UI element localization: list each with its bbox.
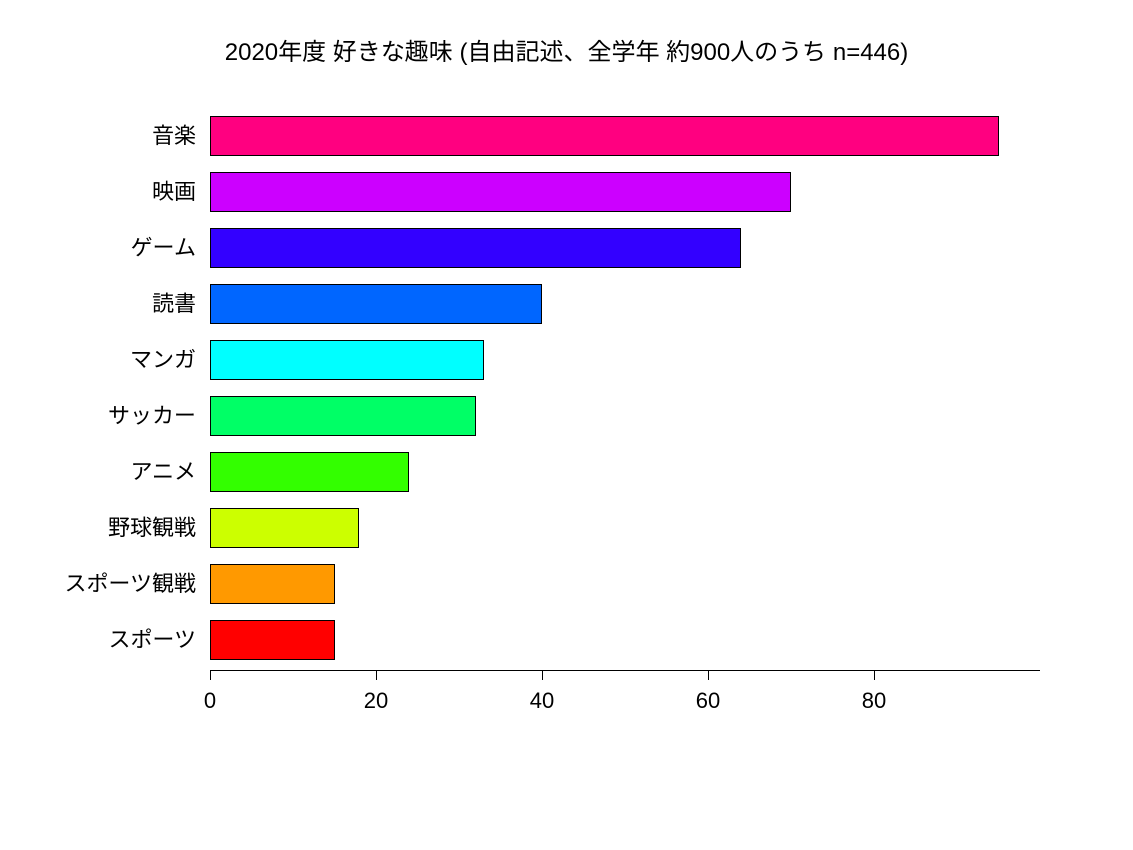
x-tick — [874, 670, 875, 680]
bar-row: マンガ — [210, 340, 1040, 380]
y-axis-label: アニメ — [130, 452, 210, 492]
y-axis-label: 野球観戦 — [108, 508, 210, 548]
x-tick — [210, 670, 211, 680]
bar-row: 音楽 — [210, 116, 1040, 156]
y-axis-label: ゲーム — [131, 228, 210, 268]
y-axis-label: スポーツ観戦 — [64, 564, 210, 604]
chart-container: 2020年度 好きな趣味 (自由記述、全学年 約900人のうち n=446) 音… — [0, 0, 1133, 850]
x-tick — [376, 670, 377, 680]
x-tick-label: 80 — [862, 688, 886, 714]
chart-title: 2020年度 好きな趣味 (自由記述、全学年 約900人のうち n=446) — [0, 32, 1133, 67]
bar-row: 映画 — [210, 172, 1040, 212]
bar — [210, 340, 484, 380]
bar-row: サッカー — [210, 396, 1040, 436]
bar — [210, 284, 542, 324]
x-tick-label: 20 — [364, 688, 388, 714]
bar — [210, 620, 335, 660]
bars-region: 音楽映画ゲーム読書マンガサッカーアニメ野球観戦スポーツ観戦スポーツ — [210, 110, 1040, 670]
bar-row: 野球観戦 — [210, 508, 1040, 548]
y-axis-label: 読書 — [152, 284, 210, 324]
plot-area: 音楽映画ゲーム読書マンガサッカーアニメ野球観戦スポーツ観戦スポーツ 020406… — [210, 110, 1040, 730]
x-tick-label: 40 — [530, 688, 554, 714]
bar — [210, 116, 999, 156]
y-axis-label: サッカー — [108, 396, 210, 436]
y-axis-label: スポーツ — [108, 620, 210, 660]
bar — [210, 172, 791, 212]
bar — [210, 564, 335, 604]
x-axis-line — [210, 670, 1040, 671]
bar-row: 読書 — [210, 284, 1040, 324]
bar-row: アニメ — [210, 452, 1040, 492]
x-tick-label: 60 — [696, 688, 720, 714]
x-tick — [708, 670, 709, 680]
bar-row: スポーツ観戦 — [210, 564, 1040, 604]
bar — [210, 508, 359, 548]
bar — [210, 396, 476, 436]
y-axis-label: 音楽 — [152, 116, 210, 156]
bar — [210, 452, 409, 492]
bar — [210, 228, 741, 268]
bar-row: スポーツ — [210, 620, 1040, 660]
x-tick-label: 0 — [204, 688, 216, 714]
bar-row: ゲーム — [210, 228, 1040, 268]
x-tick — [542, 670, 543, 680]
y-axis-label: マンガ — [130, 340, 210, 380]
y-axis-label: 映画 — [152, 172, 210, 212]
